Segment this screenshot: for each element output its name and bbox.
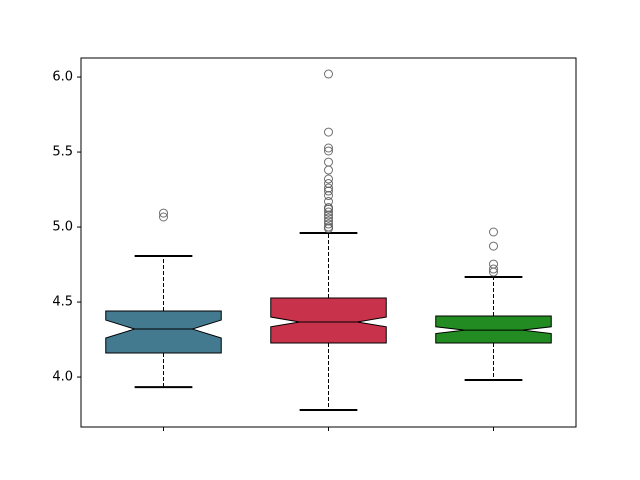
outlier [159,208,168,218]
box [435,315,552,344]
y-tick-label: 6.0 [52,70,73,85]
y-tick-label: 4.0 [52,370,73,385]
y-tick-label: 5.0 [52,220,73,235]
outlier [324,186,333,196]
outlier [489,264,498,274]
outlier [324,210,333,220]
y-tick-label: 4.5 [52,295,73,310]
y-tick-label: 5.5 [52,145,73,160]
outlier [324,207,333,217]
box [270,297,387,344]
outlier [324,213,333,223]
outlier [324,157,333,167]
outlier [324,219,333,229]
outlier [324,165,333,175]
box [105,310,222,354]
outlier [324,69,333,79]
outlier [159,212,168,222]
outlier [324,146,333,156]
outlier [324,143,333,153]
outlier [489,267,498,277]
outlier [489,241,498,251]
outlier [324,127,333,137]
outlier [324,174,333,184]
outlier [489,227,498,237]
outlier [324,191,333,201]
outlier [324,204,333,214]
outlier [324,224,333,234]
